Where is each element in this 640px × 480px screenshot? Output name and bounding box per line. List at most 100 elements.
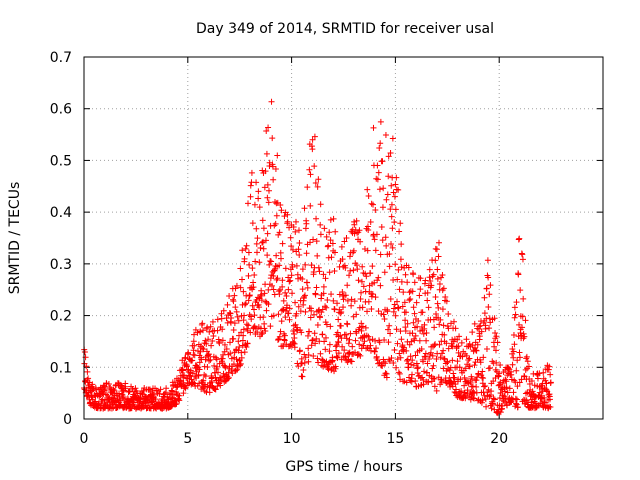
data-point xyxy=(329,357,336,364)
data-point xyxy=(409,330,416,337)
data-point xyxy=(497,362,504,369)
data-point xyxy=(209,318,216,325)
data-point xyxy=(304,332,311,339)
data-point xyxy=(316,314,323,321)
data-point xyxy=(277,249,284,256)
data-point xyxy=(298,360,305,367)
data-point xyxy=(245,272,252,279)
data-point xyxy=(326,341,333,348)
data-point xyxy=(392,312,399,319)
y-tick-label: 0.5 xyxy=(50,153,72,169)
data-point xyxy=(347,330,354,337)
data-point xyxy=(122,385,129,392)
data-point xyxy=(367,270,374,277)
data-point xyxy=(396,286,403,293)
data-point xyxy=(407,296,414,303)
data-point xyxy=(428,282,435,289)
data-point xyxy=(220,351,227,358)
data-point xyxy=(522,317,529,324)
data-point xyxy=(439,272,446,279)
data-point xyxy=(248,316,255,323)
data-point xyxy=(385,173,392,180)
data-point xyxy=(296,347,303,354)
data-point xyxy=(322,303,329,310)
data-point xyxy=(491,396,498,403)
data-point xyxy=(241,255,248,262)
data-point xyxy=(398,278,405,285)
data-point xyxy=(426,274,433,281)
data-point xyxy=(227,339,234,346)
data-point xyxy=(305,345,312,352)
data-point xyxy=(214,327,221,334)
data-point xyxy=(310,236,317,243)
data-point xyxy=(156,390,163,397)
data-point xyxy=(430,362,437,369)
data-point xyxy=(395,186,402,193)
data-point xyxy=(435,239,442,246)
data-point xyxy=(240,288,247,295)
data-point xyxy=(188,379,195,386)
data-point xyxy=(375,308,382,315)
data-point xyxy=(422,350,429,357)
data-point xyxy=(469,383,476,390)
data-point xyxy=(473,383,480,390)
data-point xyxy=(323,233,330,240)
data-point xyxy=(312,180,319,187)
data-point xyxy=(320,271,327,278)
data-point xyxy=(179,367,186,374)
data-point xyxy=(349,343,356,350)
data-point xyxy=(371,279,378,286)
data-point xyxy=(195,372,202,379)
data-point xyxy=(485,303,492,310)
data-point xyxy=(242,300,249,307)
data-point xyxy=(232,285,239,292)
data-point xyxy=(321,225,328,232)
data-point xyxy=(131,388,138,395)
data-point xyxy=(305,352,312,359)
data-point xyxy=(444,359,451,366)
data-point xyxy=(397,220,404,227)
data-point xyxy=(253,179,260,186)
data-point xyxy=(314,183,321,190)
data-point xyxy=(267,257,274,264)
data-point xyxy=(250,284,257,291)
data-point xyxy=(194,329,201,336)
data-point xyxy=(228,314,235,321)
y-tick-label: 0.4 xyxy=(50,205,72,221)
data-point xyxy=(125,388,132,395)
data-point xyxy=(516,379,523,386)
data-point xyxy=(438,274,445,281)
data-point xyxy=(477,359,484,366)
data-point xyxy=(394,304,401,311)
data-point xyxy=(263,307,270,314)
data-point xyxy=(265,124,272,131)
data-point xyxy=(506,385,513,392)
data-point xyxy=(415,364,422,371)
data-point xyxy=(491,315,498,322)
data-point xyxy=(257,292,264,299)
data-point xyxy=(492,374,499,381)
data-point xyxy=(389,225,396,232)
data-point xyxy=(299,266,306,273)
data-point xyxy=(493,333,500,340)
data-point xyxy=(522,390,529,397)
data-point xyxy=(339,256,346,263)
data-point xyxy=(411,310,418,317)
data-point xyxy=(411,279,418,286)
data-point xyxy=(436,321,443,328)
data-point xyxy=(471,395,478,402)
data-point xyxy=(84,368,91,375)
x-tick-label: 10 xyxy=(283,431,301,447)
data-point xyxy=(463,336,470,343)
data-point xyxy=(332,363,339,370)
data-point xyxy=(461,382,468,389)
data-point xyxy=(445,345,452,352)
data-point xyxy=(286,305,293,312)
data-point xyxy=(433,246,440,253)
data-point xyxy=(482,325,489,332)
data-point xyxy=(400,289,407,296)
data-point xyxy=(382,370,389,377)
data-point xyxy=(282,289,289,296)
data-point xyxy=(504,402,511,409)
data-point xyxy=(470,395,477,402)
